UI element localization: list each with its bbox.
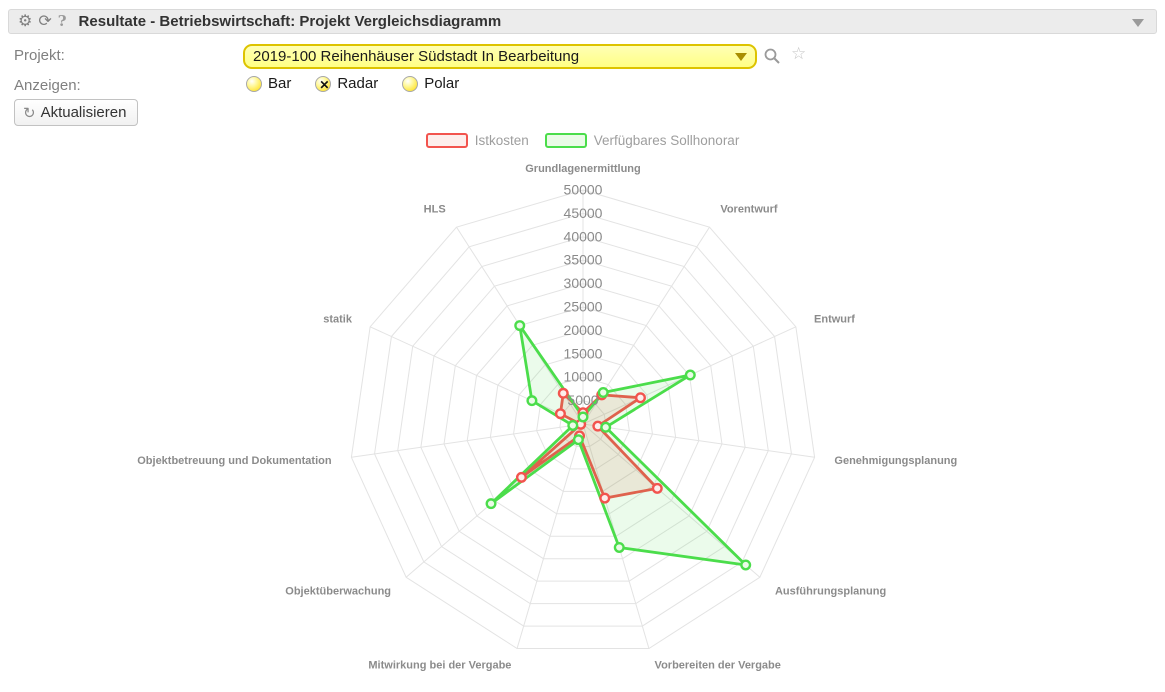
panel-titlebar: ⚙ ⟳ ? Resultate - Betriebswirtschaft: Pr…: [8, 9, 1157, 34]
legend-item-istkosten: Istkosten: [425, 133, 529, 148]
refresh-arrows-icon: ↻: [23, 104, 36, 122]
svg-text:Mitwirkung bei der Vergabe: Mitwirkung bei der Vergabe: [368, 660, 511, 672]
svg-text:25000: 25000: [564, 299, 603, 315]
series-markers-1: [485, 320, 752, 571]
svg-text:35000: 35000: [564, 252, 603, 268]
legend-label: Verfügbares Sollhonorar: [593, 133, 740, 148]
svg-text:20000: 20000: [564, 322, 603, 338]
svg-text:Vorbereiten der Vergabe: Vorbereiten der Vergabe: [655, 660, 781, 672]
search-icon[interactable]: [763, 47, 781, 70]
svg-text:Objektbetreuung und Dokumentat: Objektbetreuung und Dokumentation: [137, 455, 332, 467]
favorite-star-icon[interactable]: ☆: [791, 44, 807, 63]
svg-text:Vorentwurf: Vorentwurf: [720, 203, 778, 215]
chart-legend: Istkosten Verfügbares Sollhonorar: [0, 133, 1165, 148]
radio-label: Polar: [424, 75, 460, 92]
svg-text:Ausführungsplanung: Ausführungsplanung: [775, 585, 886, 597]
svg-text:30000: 30000: [564, 275, 603, 291]
svg-text:15000: 15000: [564, 345, 603, 361]
svg-text:5000: 5000: [567, 392, 598, 408]
legend-swatch-sollhonorar: [544, 133, 587, 148]
project-combobox[interactable]: 2019-100 Reihenhäuser Südstadt In Bearbe…: [243, 44, 757, 69]
collapse-panel-icon[interactable]: [1132, 19, 1144, 27]
radio-option-radar[interactable]: Radar: [315, 75, 379, 93]
reload-icon[interactable]: ⟳: [38, 13, 52, 30]
svg-text:Grundlagenermittlung: Grundlagenermittlung: [525, 163, 641, 175]
combobox-dropdown-icon[interactable]: [735, 52, 747, 61]
legend-item-sollhonorar: Verfügbares Sollhonorar: [544, 133, 740, 148]
settings-gear-icon[interactable]: ⚙: [18, 13, 33, 30]
project-value: 2019-100 Reihenhäuser Südstadt In Bearbe…: [253, 48, 580, 65]
radio-circle-icon: [246, 75, 262, 92]
svg-text:statik: statik: [323, 313, 353, 325]
svg-text:Genehmigungsplanung: Genehmigungsplanung: [834, 455, 957, 467]
svg-text:Entwurf: Entwurf: [814, 313, 855, 325]
project-label: Projekt:: [14, 47, 65, 64]
svg-text:Objektüberwachung: Objektüberwachung: [285, 585, 391, 597]
help-icon[interactable]: ?: [57, 12, 67, 30]
display-label: Anzeigen:: [14, 77, 81, 94]
svg-text:40000: 40000: [564, 228, 603, 244]
radio-label: Bar: [268, 75, 292, 92]
chart-type-radio-group: Bar Radar Polar: [246, 75, 483, 93]
series-area-1: [489, 324, 748, 567]
legend-label: Istkosten: [474, 133, 529, 148]
radio-label: Radar: [337, 75, 379, 92]
radio-circle-icon: [402, 75, 419, 92]
svg-text:50000: 50000: [564, 182, 603, 198]
refresh-button-label: Aktualisieren: [40, 104, 127, 121]
radio-option-polar[interactable]: Polar: [402, 75, 459, 92]
svg-text:10000: 10000: [564, 369, 603, 385]
panel-title: Resultate - Betriebswirtschaft: Projekt …: [78, 13, 502, 30]
svg-text:HLS: HLS: [424, 203, 446, 215]
radio-circle-icon: [315, 75, 332, 93]
legend-swatch-istkosten: [425, 133, 468, 148]
radial-tick-labels: 5000 10000 15000 20000 25000 30000 35000 40000 4…: [564, 182, 603, 409]
svg-text:45000: 45000: [564, 205, 603, 221]
magnifier-glyph: [764, 48, 780, 64]
refresh-button[interactable]: ↻ Aktualisieren: [14, 99, 139, 126]
axis-labels: Grundlagenermittlung Vorentwurf Entwurf Gen…: [137, 163, 957, 672]
radio-option-bar[interactable]: Bar: [246, 75, 291, 92]
